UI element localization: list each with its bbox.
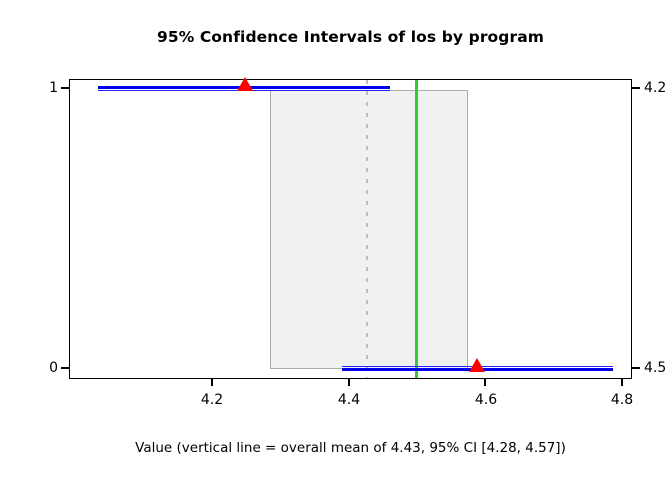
- x-axis-tick: [348, 379, 350, 386]
- green-reference-line: [415, 80, 418, 378]
- overall-mean-dashed-line: [366, 80, 368, 378]
- plot-area: [69, 77, 632, 379]
- x-axis-caption: Value (vertical line = overall mean of 4…: [135, 440, 566, 456]
- x-axis-tick: [484, 379, 486, 386]
- x-axis-tick: [621, 379, 623, 386]
- overall-ci-shaded-region: [270, 90, 468, 369]
- group1-mean-triangle-marker: [237, 77, 253, 91]
- right-axis-tick-group1: [632, 87, 640, 89]
- right-axis-mean-label-group1: 4.2: [644, 80, 667, 96]
- y-axis-label-group0: 0: [49, 360, 58, 376]
- right-axis-tick-group0: [632, 367, 640, 369]
- x-axis-tick-label: 4.8: [610, 392, 634, 408]
- x-axis-tick: [211, 379, 213, 386]
- right-axis-mean-label-group0: 4.5: [644, 360, 667, 376]
- group0-mean-triangle-marker: [469, 358, 485, 372]
- x-axis-tick-label: 4.6: [474, 392, 498, 408]
- x-axis-tick-label: 4.4: [337, 392, 361, 408]
- x-axis-tick-label: 4.2: [200, 392, 224, 408]
- chart-title: 95% Confidence Intervals of los by progr…: [156, 28, 545, 46]
- y-axis-label-group1: 1: [49, 80, 58, 96]
- y-axis-tick-group1: [61, 87, 69, 89]
- y-axis-tick-group0: [61, 367, 69, 369]
